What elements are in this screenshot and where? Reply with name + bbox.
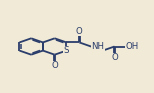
Text: OH: OH bbox=[126, 42, 139, 51]
Text: O: O bbox=[111, 53, 118, 62]
Text: O: O bbox=[51, 61, 58, 70]
Text: NH: NH bbox=[91, 42, 104, 51]
Text: S: S bbox=[64, 46, 69, 55]
Text: O: O bbox=[76, 27, 83, 36]
